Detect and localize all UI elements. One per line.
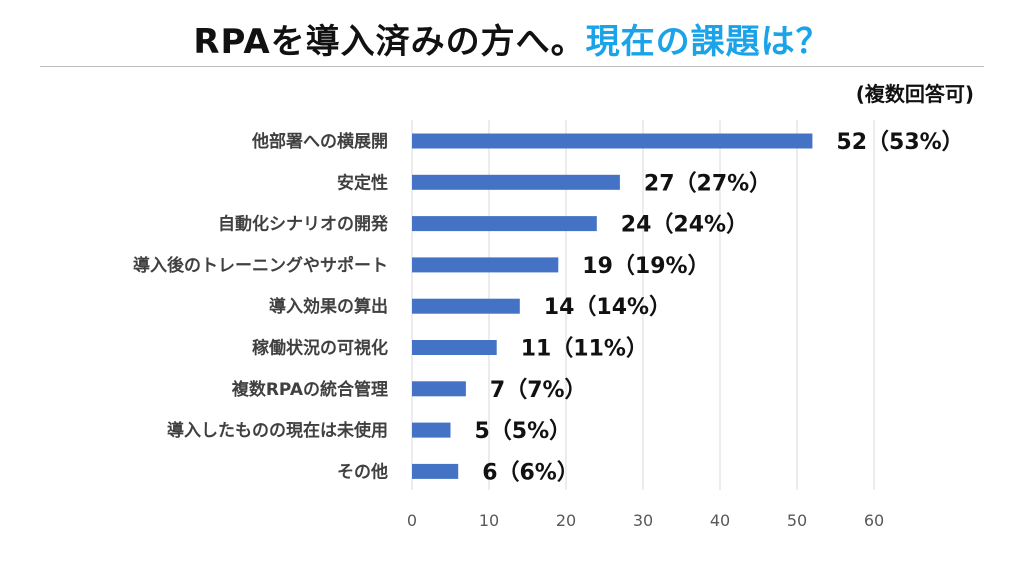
x-tick-label: 0 [407,511,417,530]
category-label: 稼働状況の可視化 [252,338,388,359]
bar [412,381,466,397]
bar [412,216,597,232]
x-tick-label: 40 [710,511,730,530]
x-tick-label: 10 [479,511,499,530]
bar [412,298,520,314]
bar [412,463,459,479]
chart-title-accent: 現在の課題は？ [585,22,831,62]
category-label: 安定性 [337,172,388,193]
title-divider [40,66,984,67]
data-label: 7（7%） [490,378,587,403]
bar [412,174,620,190]
category-label: 他部署への横展開 [251,131,388,152]
category-label: 導入したものの現在は未使用 [167,420,388,441]
data-label: 24（24%） [621,213,748,238]
category-label: 自動化シナリオの開発 [218,214,389,235]
chart-title-main: RPAを導入済みの方へ。 [193,22,586,62]
x-tick-label: 60 [864,511,884,530]
multiple-answers-note: (複数回答可) [855,82,974,106]
category-label: 複数RPAの統合管理 [231,379,388,400]
data-label: 27（27%） [644,171,771,196]
bar [412,422,451,438]
data-label: 6（6%） [482,460,579,485]
bar [412,133,813,149]
category-label: その他 [337,461,388,482]
x-tick-label: 30 [633,511,653,530]
category-label: 導入後のトレーニングやサポート [133,255,388,276]
data-label: 5（5%） [475,419,572,444]
data-label: 52（53%） [836,130,963,155]
bar [412,340,497,355]
data-label: 14（14%） [544,295,671,320]
chart-title: RPAを導入済みの方へ。現在の課題は？ [0,14,1024,63]
bar [412,257,559,273]
data-label: 19（19%） [582,254,709,279]
category-label: 導入効果の算出 [269,296,388,317]
data-label: 11（11%） [521,337,648,362]
x-tick-label: 50 [787,511,807,530]
x-tick-label: 20 [556,511,576,530]
